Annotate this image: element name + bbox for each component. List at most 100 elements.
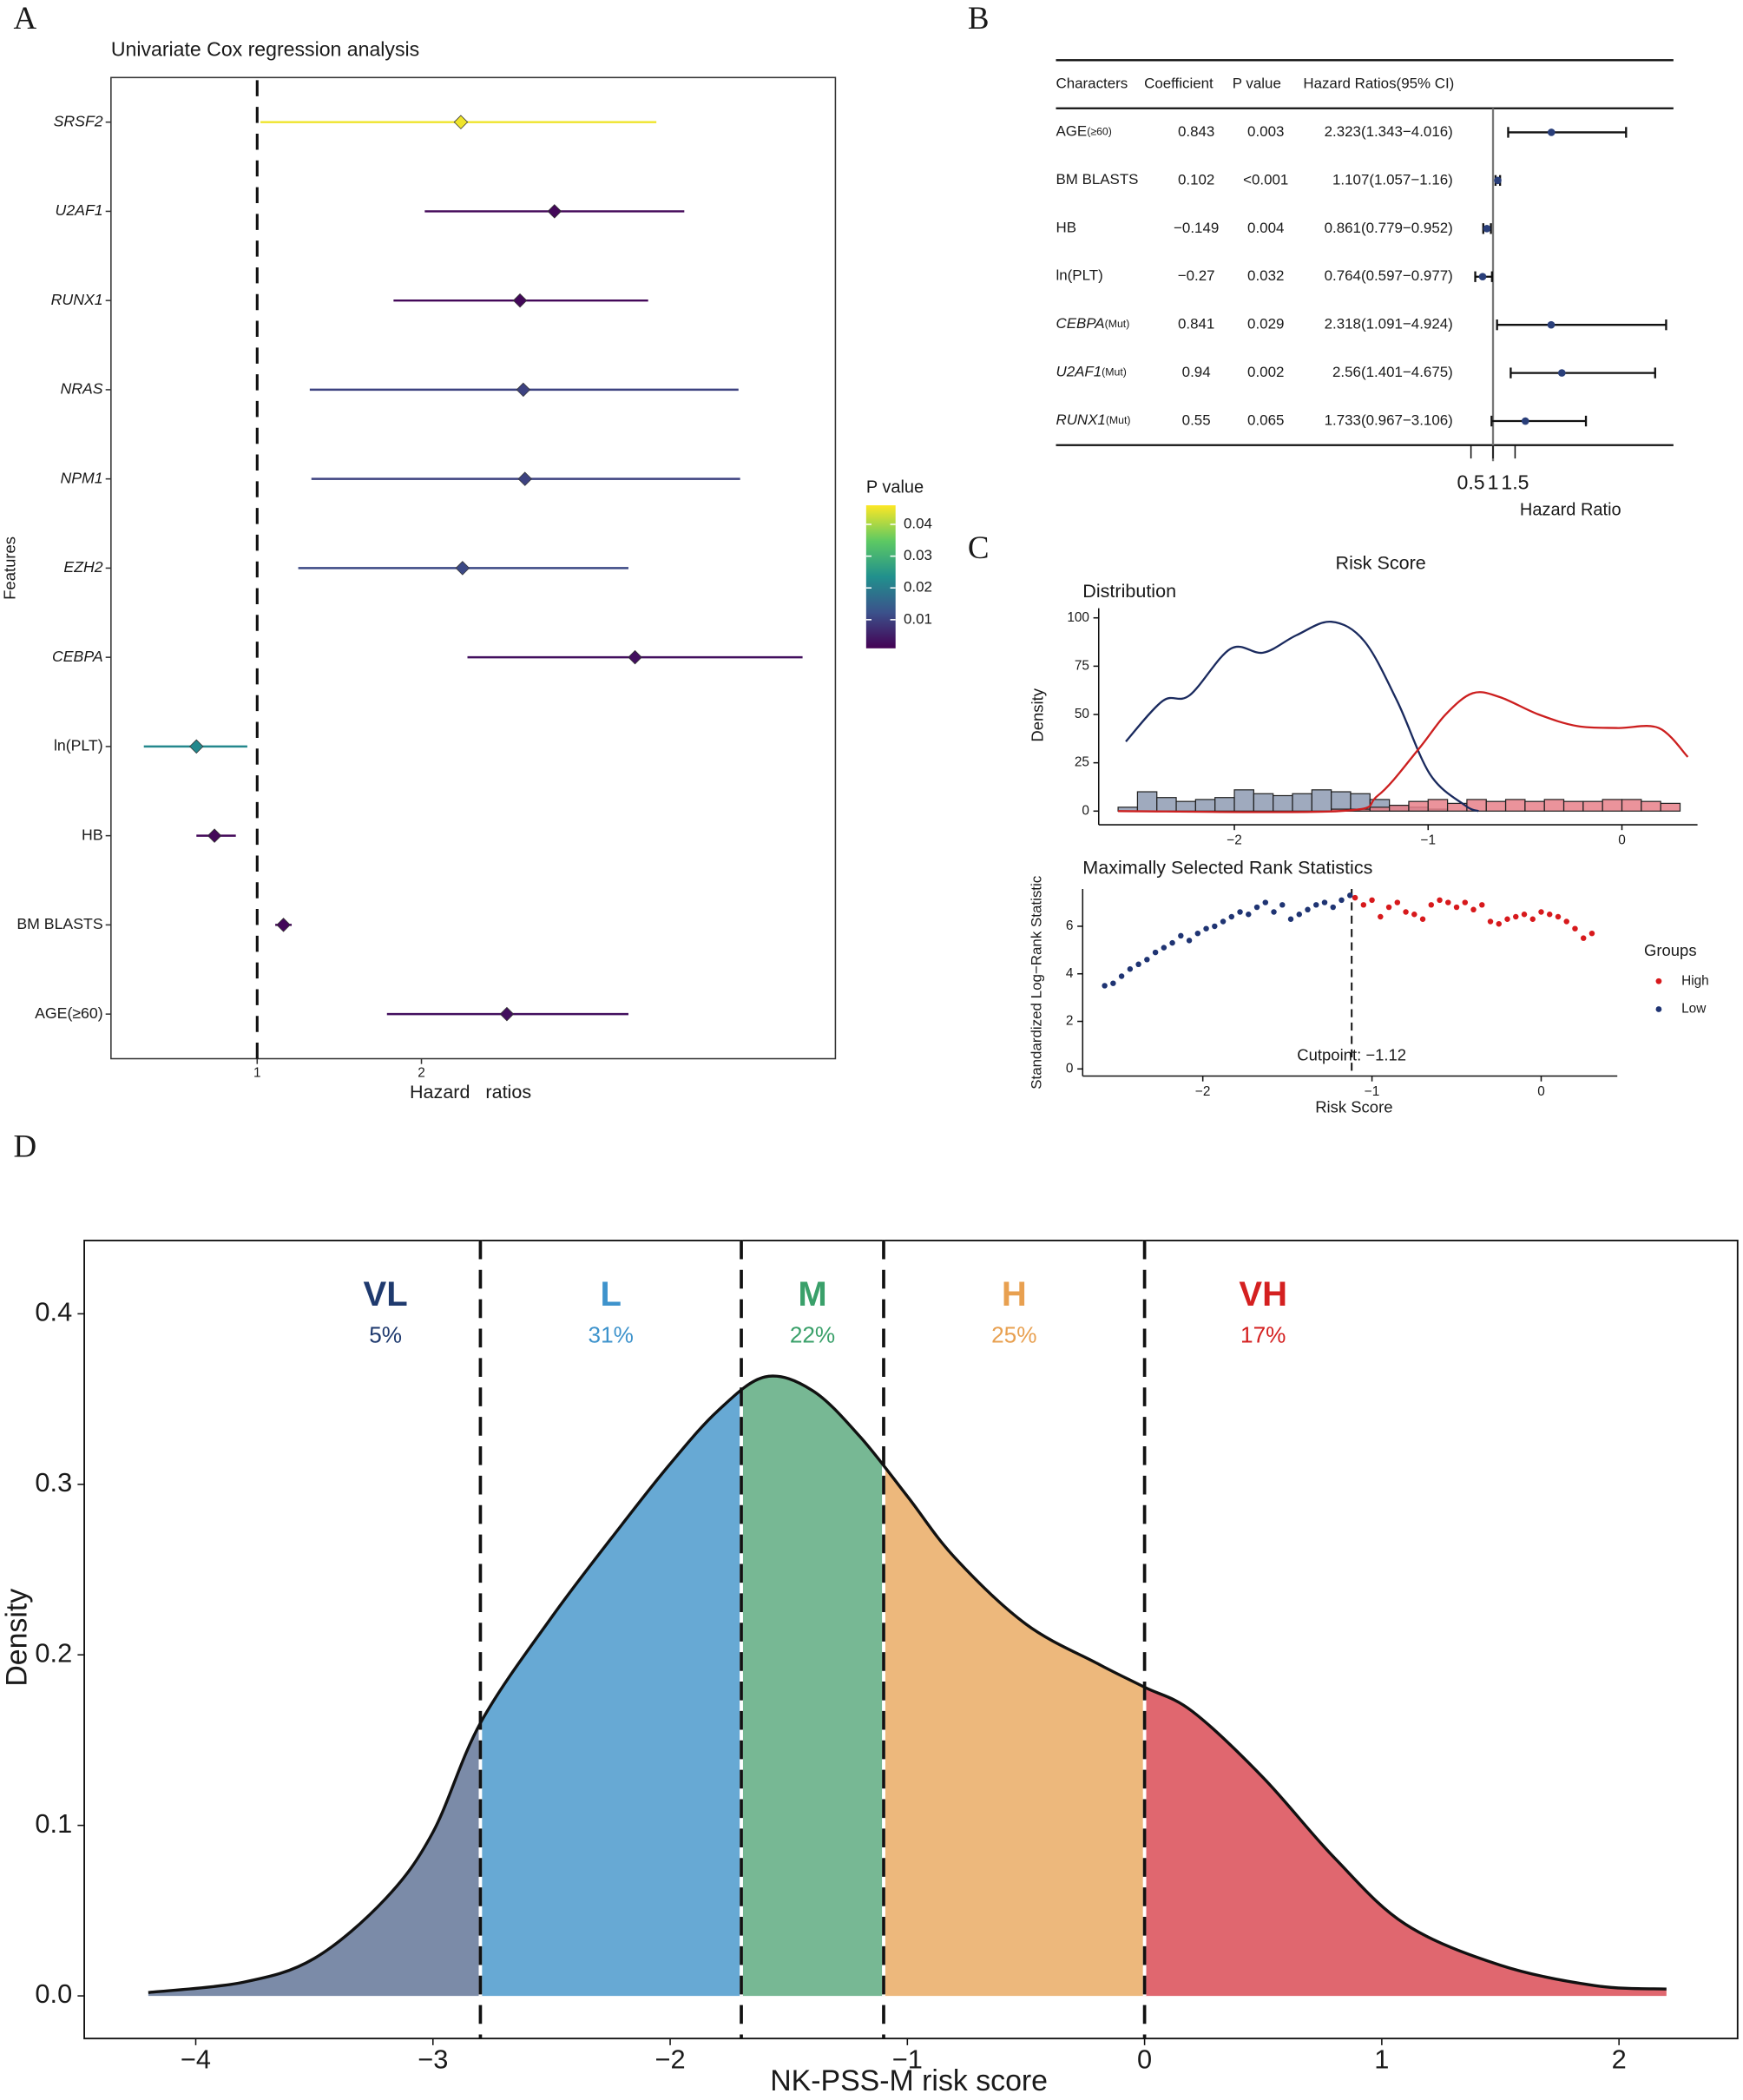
y-tick-label: NRAS [60, 380, 102, 398]
histogram-bar [1175, 800, 1197, 812]
point [1203, 925, 1209, 932]
x-tick-label: 1.5 [1501, 471, 1529, 493]
legend-marker [1655, 1006, 1662, 1012]
x-tick-label: −3 [418, 2044, 448, 2074]
histogram-bar [1641, 800, 1661, 812]
column-header: Characters [1056, 75, 1128, 91]
density-curve [148, 1374, 1667, 1994]
cutpoint-label: Cutpoint: −1.12 [1297, 1045, 1406, 1063]
point [1144, 957, 1150, 963]
point [1212, 923, 1218, 930]
point [1504, 916, 1510, 922]
x-tick-label: −1 [1421, 833, 1437, 848]
x-tick-label: 2 [418, 1066, 425, 1081]
y-axis-label: Density [1, 1589, 34, 1687]
chart-subtitle: Distribution [1082, 580, 1176, 602]
row-name: CEBPA [1056, 316, 1104, 332]
group-name: VL [364, 1275, 408, 1313]
row-name: U2AF1 [1056, 364, 1102, 380]
legend-label: Low [1681, 1002, 1707, 1017]
point [1271, 909, 1277, 915]
histogram-bar [1389, 805, 1410, 812]
p-value: 0.004 [1247, 220, 1284, 236]
point [1445, 899, 1451, 905]
point [1279, 902, 1286, 908]
coefficient: 0.102 [1178, 171, 1214, 188]
x-tick-label: 0 [1618, 833, 1626, 848]
point [1287, 916, 1294, 922]
y-axis-label: Features [0, 537, 18, 600]
y-tick-label: SRSF2 [54, 112, 103, 129]
row-label: BM BLASTS [1056, 171, 1138, 188]
y-tick-label: CEBPA [52, 648, 103, 665]
y-axis-label: Density [1028, 688, 1046, 741]
y-tick-label: 25 [1075, 755, 1089, 770]
point [1572, 925, 1578, 932]
density-curve [1118, 691, 1689, 813]
y-tick-label: 0.1 [35, 1808, 72, 1839]
point [1152, 949, 1159, 956]
group-share: 17% [1240, 1322, 1286, 1348]
point [1253, 904, 1260, 911]
point-estimate [517, 471, 532, 486]
point [1513, 913, 1519, 920]
point [1580, 935, 1587, 941]
point [1220, 918, 1227, 925]
x-tick-label: −2 [654, 2044, 685, 2074]
point [1161, 945, 1167, 951]
point [1369, 897, 1375, 904]
histogram-bar [1485, 800, 1507, 812]
x-tick-label: −4 [181, 2044, 211, 2074]
point [1419, 916, 1426, 922]
row-subscript: (Mut) [1105, 318, 1130, 330]
hazard-ratio-label: 0.861(0.779−0.952) [1325, 220, 1453, 236]
point [1313, 902, 1319, 908]
point [1330, 904, 1336, 911]
hazard-ratio-label: 1.107(1.057−1.16) [1332, 171, 1453, 188]
y-axis-label: Standardized Log−Rank Statistic [1028, 875, 1044, 1089]
hazard-ratio-label: 2.318(1.091−4.924) [1325, 316, 1453, 332]
histogram-bar [1582, 800, 1603, 812]
column-header: P value [1233, 75, 1281, 91]
point [1237, 909, 1243, 915]
point-estimate [1557, 369, 1566, 377]
point-estimate [628, 649, 642, 665]
colorbar-tick-label: 0.01 [904, 610, 932, 627]
point [1487, 918, 1494, 925]
p-value: 0.002 [1247, 364, 1284, 380]
x-axis-label: NK-PSS-M risk score [770, 2064, 1048, 2097]
x-tick-label: 1 [253, 1066, 261, 1081]
point [1118, 973, 1125, 979]
chart-title: Univariate Cox regression analysis [111, 38, 419, 61]
y-tick-label: 0 [1082, 803, 1089, 818]
chart-title: Risk Score [1336, 551, 1426, 573]
y-tick-label: 0 [1066, 1061, 1074, 1076]
point [1169, 939, 1175, 946]
y-tick-label: 4 [1066, 966, 1074, 981]
point [1521, 912, 1528, 918]
point-estimate [1521, 417, 1529, 425]
point [1378, 913, 1384, 920]
y-tick-label: 0.3 [35, 1467, 72, 1498]
panel-letter: D [13, 1129, 36, 1164]
point [1588, 930, 1595, 937]
histogram-bar [1214, 797, 1235, 812]
group-name: L [601, 1275, 622, 1313]
row-label: U2AF1(Mut) [1056, 364, 1126, 380]
density-segment [741, 1376, 884, 1997]
point-estimate [1547, 128, 1556, 136]
y-tick-label: 75 [1075, 658, 1089, 673]
point [1296, 912, 1303, 918]
point-estimate [455, 561, 470, 576]
point [1352, 894, 1358, 901]
x-tick-label: −1 [892, 2044, 923, 2074]
point [1110, 980, 1116, 986]
point [1186, 938, 1193, 944]
histogram-bar [1524, 800, 1545, 812]
row-label: AGE(≥60) [1056, 123, 1111, 140]
density-curve [1125, 621, 1479, 813]
point [1305, 906, 1311, 913]
p-value: <0.001 [1243, 171, 1288, 188]
